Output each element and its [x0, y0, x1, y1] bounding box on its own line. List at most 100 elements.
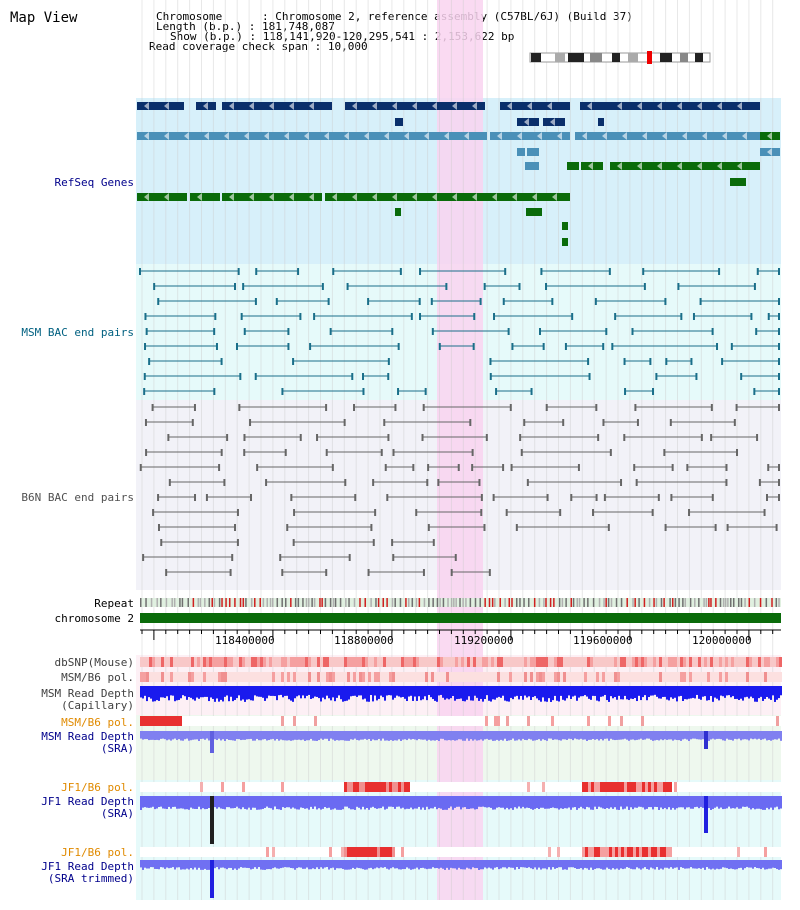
repeat-mark	[479, 598, 481, 607]
depth-bar	[616, 796, 618, 810]
depth-bar	[634, 686, 636, 698]
bac-end-mark	[229, 569, 232, 576]
depth-bar	[326, 796, 328, 809]
heat-cell	[368, 672, 371, 682]
heat-cell	[341, 657, 344, 667]
depth-bar	[494, 731, 496, 741]
heat-cell	[314, 716, 317, 726]
strand-arrow	[642, 132, 647, 140]
heat-cell	[602, 716, 605, 726]
strand-arrow	[524, 118, 529, 126]
depth-bar	[142, 860, 144, 870]
depth-bar	[680, 860, 682, 868]
strand-arrow	[372, 102, 377, 110]
bac-end-mark	[471, 449, 474, 456]
bac-end-mark	[642, 268, 645, 275]
b6n-bac-end-pairs[interactable]	[139, 404, 780, 576]
repeat-mark	[321, 598, 323, 607]
depth-bar	[696, 686, 698, 695]
depth-bar	[248, 686, 250, 700]
depth-bar	[684, 796, 686, 810]
depth-bar	[752, 731, 754, 740]
heat-cell	[254, 847, 257, 857]
depth-bar	[516, 796, 518, 809]
repeat-mark	[508, 598, 511, 607]
depth-bar	[344, 860, 346, 870]
heat-cell	[266, 657, 269, 667]
depth-bar	[490, 796, 492, 808]
bac-end-mark	[321, 283, 324, 290]
depth-bar	[382, 860, 384, 868]
depth-bar	[264, 860, 266, 870]
repeat-mark	[254, 598, 256, 607]
chromosome-ideogram[interactable]	[529, 51, 711, 64]
depth-bar	[502, 796, 504, 808]
depth-bar	[594, 686, 596, 696]
repeat-mark	[375, 598, 377, 607]
bac-end-mark	[139, 268, 142, 275]
depth-bar	[370, 860, 372, 868]
chromosome-bar[interactable]	[140, 613, 781, 623]
depth-bar	[270, 731, 272, 740]
read-depth-tracks[interactable]	[140, 686, 782, 898]
heat-cell	[386, 657, 389, 667]
heat-cell	[509, 672, 512, 682]
bac-end-mark	[331, 464, 334, 471]
depth-bar	[456, 731, 458, 741]
gene-feature	[137, 132, 487, 140]
refseq-gene-features[interactable]	[137, 102, 780, 246]
depth-bar	[184, 860, 186, 870]
bac-end-mark	[620, 479, 623, 486]
depth-bar	[330, 731, 332, 739]
depth-bar	[504, 686, 506, 701]
depth-bar	[390, 796, 392, 807]
heat-cell	[437, 672, 440, 682]
depth-bar	[406, 686, 408, 702]
bac-end-mark	[144, 419, 147, 426]
bac-end-mark	[624, 388, 627, 395]
depth-bar	[612, 860, 614, 869]
heat-cell	[248, 716, 251, 726]
depth-bar	[666, 731, 668, 740]
bac-end-mark	[623, 358, 626, 365]
depth-bar	[480, 731, 482, 740]
repeat-mark	[682, 598, 684, 607]
depth-bar	[460, 731, 462, 740]
heat-cell	[392, 672, 395, 682]
depth-bar	[164, 860, 166, 869]
depth-bar	[592, 860, 594, 870]
heat-cell	[584, 657, 587, 667]
polymorphism-tracks[interactable]	[140, 657, 782, 857]
heat-cell	[656, 657, 659, 667]
depth-bar	[292, 731, 294, 741]
depth-bar	[214, 731, 216, 740]
depth-bar	[268, 731, 270, 741]
heat-cell	[314, 657, 317, 667]
heat-cell	[194, 847, 197, 857]
depth-bar	[550, 860, 552, 870]
depth-bar	[294, 686, 296, 699]
heat-cell	[509, 847, 512, 857]
heat-cell	[578, 716, 581, 726]
depth-bar	[360, 860, 362, 869]
depth-bar	[246, 796, 248, 810]
depth-bar	[356, 731, 358, 740]
depth-bar	[504, 731, 506, 739]
heat-cell	[485, 847, 488, 857]
depth-bar	[770, 731, 772, 741]
heat-cell	[185, 672, 188, 682]
heat-cell	[332, 657, 335, 667]
msm-bac-end-pairs[interactable]	[139, 268, 780, 395]
heat-cell	[326, 657, 329, 667]
depth-bar	[686, 686, 688, 700]
heat-cell	[716, 716, 719, 726]
repeat-track[interactable]	[140, 598, 781, 607]
depth-bar	[420, 731, 422, 740]
heat-cell	[161, 716, 164, 726]
depth-bar	[276, 731, 278, 740]
bac-end-mark	[157, 494, 160, 501]
repeat-mark	[499, 598, 501, 607]
depth-bar	[342, 796, 344, 810]
heat-cell	[701, 716, 704, 726]
heat-cell	[275, 672, 278, 682]
